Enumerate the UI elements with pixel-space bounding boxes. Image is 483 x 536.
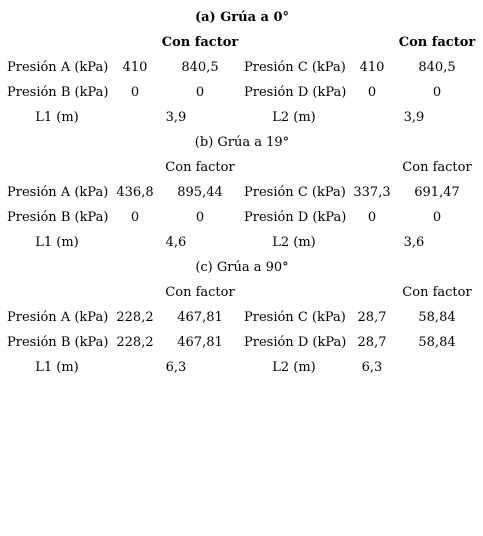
section-a-value-presion-d: 0 bbox=[367, 85, 377, 100]
section-b-value-presion-b: 0 bbox=[130, 210, 140, 225]
section-b-label-presion-a: Presión A (kPa) bbox=[7, 185, 109, 200]
section-a-factor-presion-a: 840,5 bbox=[181, 60, 219, 75]
section-a-label-l2: L2 (m) bbox=[272, 110, 316, 125]
section-b-factor-presion-d: 0 bbox=[432, 210, 442, 225]
section-c-value-presion-d: 28,7 bbox=[357, 335, 387, 350]
section-c-value-presion-b: 228,2 bbox=[116, 335, 154, 350]
section-a-label-presion-d: Presión D (kPa) bbox=[244, 85, 347, 100]
section-a-label-presion-b: Presión B (kPa) bbox=[7, 85, 109, 100]
section-c-label-l2: L2 (m) bbox=[272, 360, 316, 375]
section-a-value-presion-c: 410 bbox=[359, 60, 385, 75]
section-a-factor-l1: 3,9 bbox=[165, 110, 187, 125]
section-a-factor-presion-d: 0 bbox=[432, 85, 442, 100]
section-b-factor-l1: 4,6 bbox=[165, 235, 187, 250]
section-a-con-factor-right: Con factor bbox=[398, 35, 476, 50]
section-c-label-l1: L1 (m) bbox=[35, 360, 79, 375]
section-b-con-factor-right: Con factor bbox=[402, 160, 472, 175]
section-a-value-presion-a: 410 bbox=[122, 60, 148, 75]
section-b-factor-presion-a: 895,44 bbox=[177, 185, 223, 200]
section-a-factor-presion-c: 840,5 bbox=[418, 60, 456, 75]
section-c-factor-l1: 6,3 bbox=[165, 360, 187, 375]
section-b-label-l2: L2 (m) bbox=[272, 235, 316, 250]
section-c-con-factor-right: Con factor bbox=[402, 285, 472, 300]
section-a-label-presion-c: Presión C (kPa) bbox=[244, 60, 346, 75]
section-b-label-l1: L1 (m) bbox=[35, 235, 79, 250]
section-b-value-presion-c: 337,3 bbox=[353, 185, 391, 200]
section-a-con-factor-left: Con factor bbox=[161, 35, 239, 50]
section-b-label-presion-d: Presión D (kPa) bbox=[244, 210, 347, 225]
section-c-label-presion-c: Presión C (kPa) bbox=[244, 310, 346, 325]
section-b-con-factor-left: Con factor bbox=[165, 160, 235, 175]
section-c-label-presion-b: Presión B (kPa) bbox=[7, 335, 109, 350]
section-c-value-presion-a: 228,2 bbox=[116, 310, 154, 325]
section-b-value-presion-a: 436,8 bbox=[116, 185, 154, 200]
section-b-value-presion-d: 0 bbox=[367, 210, 377, 225]
section-a-label-l1: L1 (m) bbox=[35, 110, 79, 125]
section-c-factor-presion-c: 58,84 bbox=[418, 310, 456, 325]
section-c-factor-presion-a: 467,81 bbox=[177, 310, 223, 325]
section-a-label-presion-a: Presión A (kPa) bbox=[7, 60, 109, 75]
section-b-factor-l2: 3,6 bbox=[403, 235, 425, 250]
section-c-factor-presion-d: 58,84 bbox=[418, 335, 456, 350]
section-c-title: (c) Grúa a 90° bbox=[195, 260, 289, 275]
section-c-value-presion-c: 28,7 bbox=[357, 310, 387, 325]
section-b-label-presion-c: Presión C (kPa) bbox=[244, 185, 346, 200]
section-b-factor-presion-c: 691,47 bbox=[414, 185, 460, 200]
section-a-title: (a) Grúa a 0° bbox=[194, 10, 290, 25]
section-a-factor-presion-b: 0 bbox=[195, 85, 205, 100]
section-c-factor-presion-b: 467,81 bbox=[177, 335, 223, 350]
section-b-factor-presion-b: 0 bbox=[195, 210, 205, 225]
section-c-label-presion-a: Presión A (kPa) bbox=[7, 310, 109, 325]
section-c-con-factor-left: Con factor bbox=[165, 285, 235, 300]
section-a-factor-l2: 3,9 bbox=[403, 110, 425, 125]
section-a-value-presion-b: 0 bbox=[130, 85, 140, 100]
section-c-value-l2: 6,3 bbox=[361, 360, 383, 375]
section-b-title: (b) Grúa a 19° bbox=[194, 135, 290, 150]
section-c-label-presion-d: Presión D (kPa) bbox=[244, 335, 347, 350]
section-b-label-presion-b: Presión B (kPa) bbox=[7, 210, 109, 225]
